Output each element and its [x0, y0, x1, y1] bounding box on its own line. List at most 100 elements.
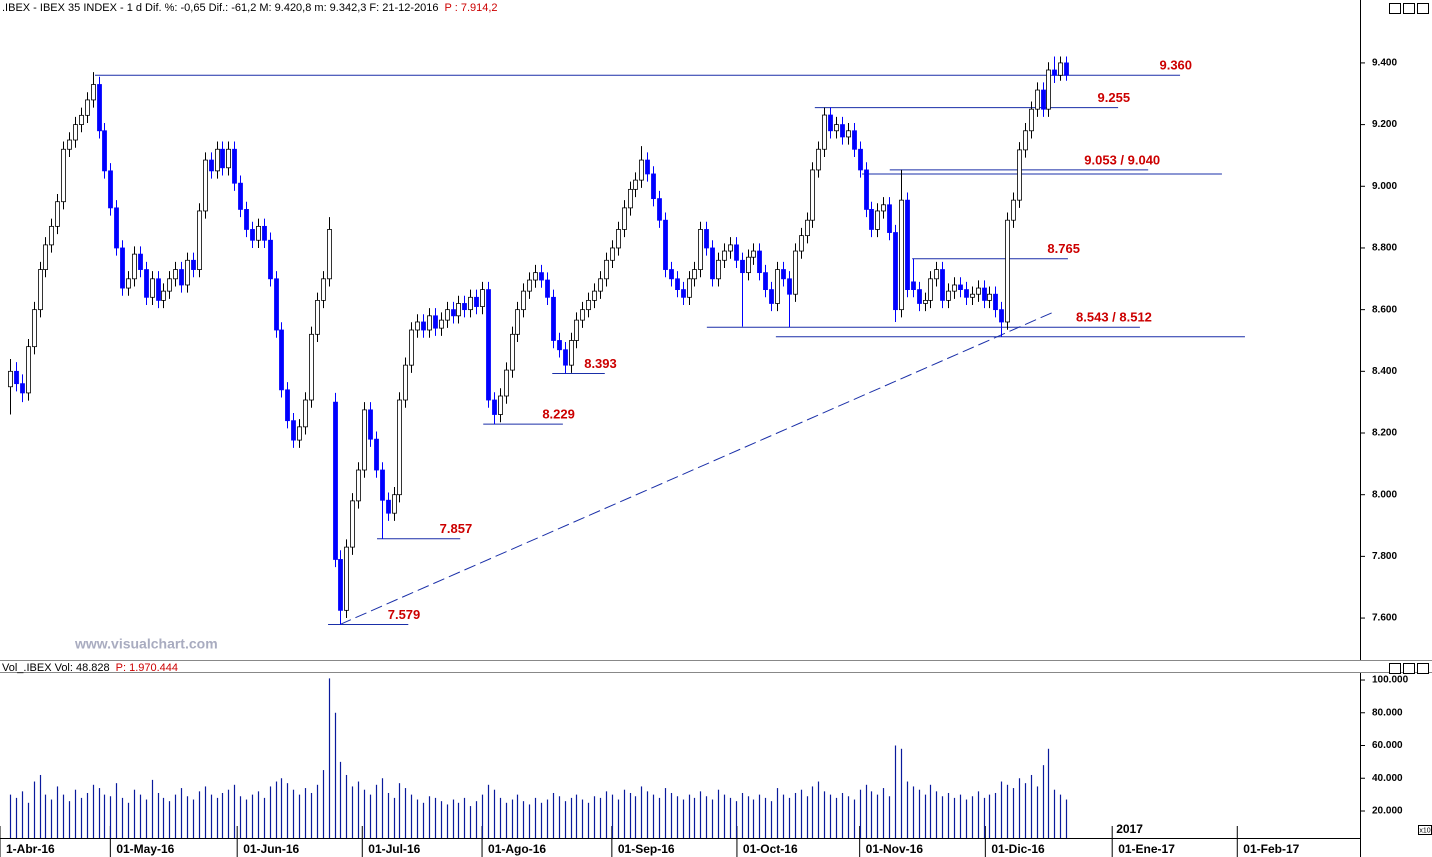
candle-body — [397, 399, 402, 496]
candle-body — [746, 256, 751, 274]
candle-body — [793, 250, 798, 295]
watermark: www.visualchart.com — [74, 636, 218, 652]
candle-body — [651, 173, 656, 200]
y-tick-label: 9.400 — [1372, 58, 1397, 69]
y-tick-label: 9.000 — [1372, 181, 1397, 192]
candle-body — [569, 340, 574, 366]
y-tick-label: 100.000 — [1372, 675, 1409, 686]
level-label: 8.393 — [584, 356, 617, 371]
level-label: 7.857 — [440, 521, 473, 536]
candle-body — [710, 247, 715, 280]
candle-body — [781, 269, 786, 280]
candle-body — [415, 321, 420, 331]
candle-body — [386, 499, 391, 514]
candle-body — [987, 293, 992, 301]
candle-body — [102, 130, 107, 172]
candle-body — [327, 229, 332, 280]
candle-body — [279, 329, 284, 391]
y-tick-label: 80.000 — [1372, 707, 1403, 718]
y-tick-label: 60.000 — [1372, 740, 1403, 751]
candle-body — [592, 290, 597, 301]
candle-body — [999, 309, 1004, 323]
candle-body — [722, 250, 727, 261]
candle-body — [338, 559, 343, 611]
candle-body — [964, 289, 969, 298]
candle-body — [226, 148, 231, 169]
candle-body — [515, 309, 520, 335]
y-tick-label: 7.800 — [1372, 551, 1397, 562]
candle-body — [828, 114, 833, 132]
y-tick-label: 8.400 — [1372, 366, 1397, 377]
candle-body — [1046, 69, 1051, 110]
candle-body — [580, 309, 585, 321]
candle-body — [297, 426, 302, 441]
candle-body — [492, 399, 497, 415]
candle-body — [156, 278, 161, 301]
x-tick-label: 01-Feb-17 — [1243, 842, 1299, 856]
x-tick-label: 01-Oct-16 — [743, 842, 798, 856]
candle-body — [763, 272, 768, 290]
candle-body — [527, 279, 532, 292]
candle-body — [875, 210, 880, 230]
candle-body — [840, 124, 845, 138]
candle-body — [474, 296, 479, 307]
minimize-button[interactable] — [1389, 3, 1401, 14]
candle-body — [285, 389, 290, 422]
candle-body — [834, 124, 839, 132]
candle-body — [445, 309, 450, 321]
candle-body — [604, 259, 609, 280]
candle-body — [262, 225, 267, 241]
candle-body — [274, 278, 279, 331]
y-tick-label: 8.800 — [1372, 243, 1397, 254]
candle-body — [380, 469, 385, 501]
window-buttons — [1389, 3, 1429, 674]
candle-body — [462, 303, 467, 311]
candle-body — [698, 229, 703, 270]
candle-body — [692, 269, 697, 280]
candle-body — [291, 420, 296, 441]
level-label: 8.765 — [1047, 241, 1080, 256]
candle-body — [846, 130, 851, 138]
candle-body — [928, 278, 933, 301]
candle-body — [1052, 69, 1057, 76]
candle-body — [356, 469, 361, 502]
candle-body — [622, 207, 627, 230]
maximize-button[interactable] — [1403, 3, 1415, 14]
candle-body — [244, 209, 249, 230]
candle-body — [1029, 108, 1034, 132]
candle-body — [32, 309, 37, 348]
candle-body — [940, 269, 945, 301]
candle-body — [822, 114, 827, 150]
level-label: 9.053 / 9.040 — [1084, 152, 1160, 167]
minimize-button[interactable] — [1389, 663, 1401, 674]
candle-body — [1064, 62, 1069, 76]
close-button[interactable] — [1417, 3, 1429, 14]
candle-body — [368, 409, 373, 440]
x-tick-label: 01-Dic-16 — [991, 842, 1045, 856]
candle-body — [20, 383, 25, 394]
candle-body — [557, 340, 562, 351]
candle-body — [451, 309, 456, 317]
close-button[interactable] — [1417, 663, 1429, 674]
x-tick-label: 01-Sep-16 — [618, 842, 675, 856]
candle-body — [917, 289, 922, 304]
candle-body — [433, 315, 438, 329]
candle-body — [309, 333, 314, 401]
candle-body — [946, 290, 951, 301]
candle-body — [256, 225, 261, 241]
maximize-button[interactable] — [1403, 663, 1415, 674]
candle-body — [1023, 130, 1028, 151]
candle-body — [504, 369, 509, 397]
candle-body — [55, 201, 60, 227]
candle-body — [486, 289, 491, 401]
candle-body — [203, 159, 208, 212]
candle-body — [598, 278, 603, 292]
candle-body — [852, 130, 857, 150]
candle-body — [775, 269, 780, 304]
candle-body — [704, 229, 709, 249]
candle-body — [787, 278, 792, 295]
candle-body — [616, 229, 621, 249]
candle-body — [858, 148, 863, 171]
